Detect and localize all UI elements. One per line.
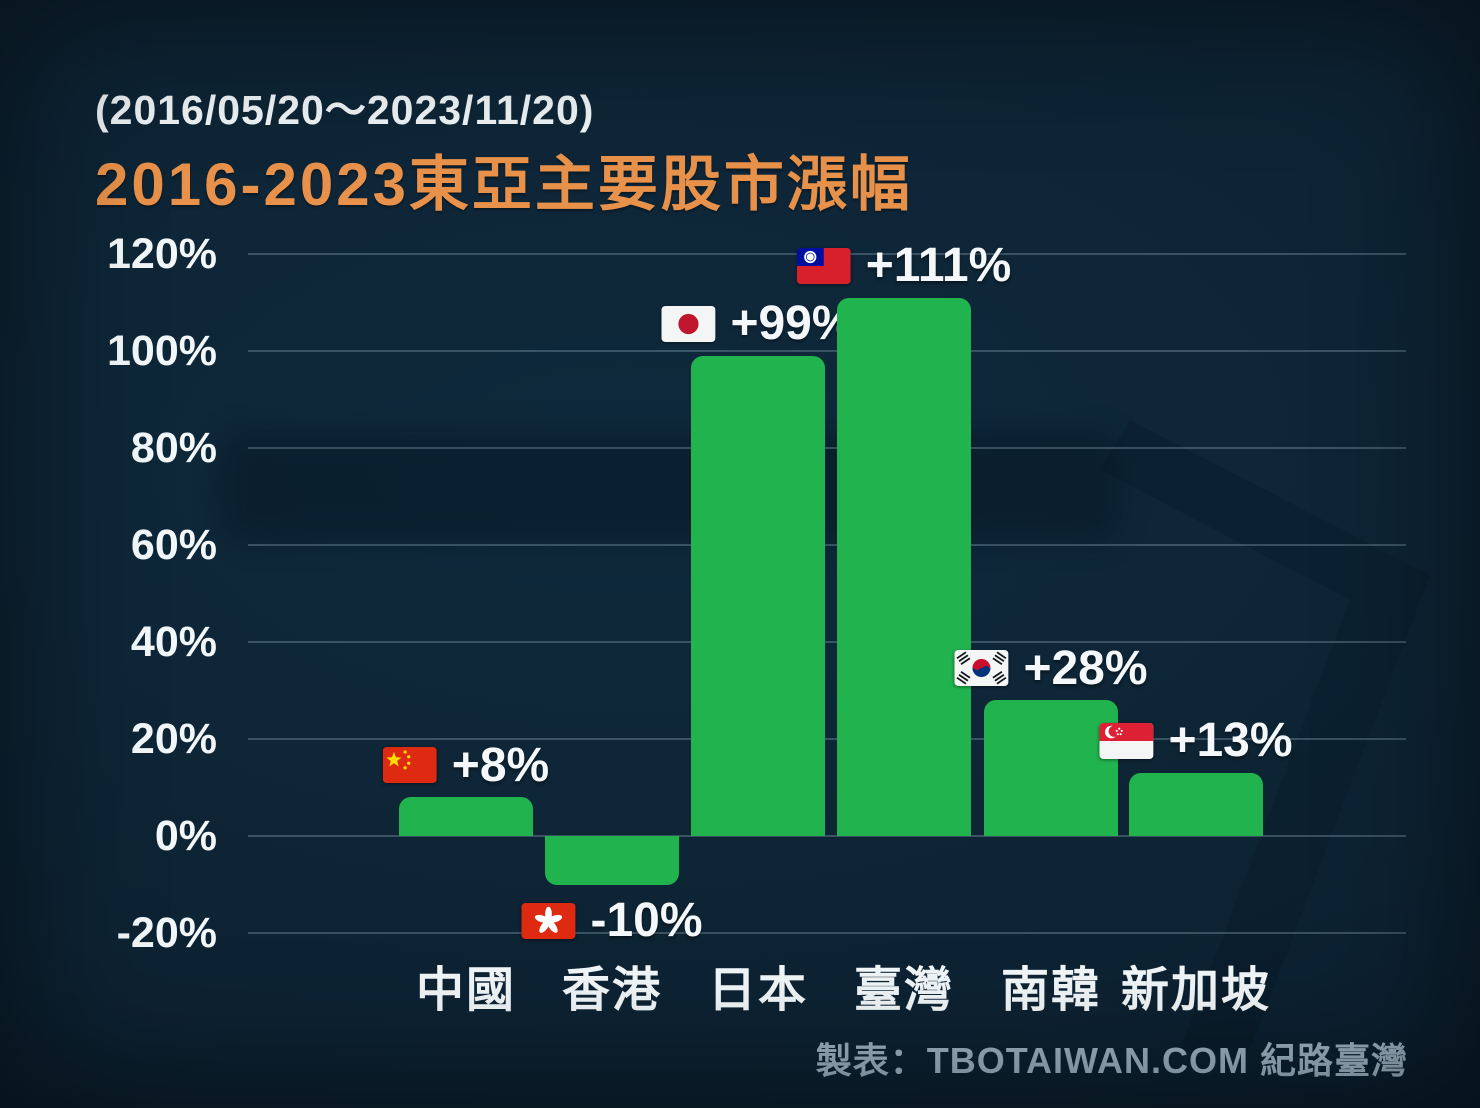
x-label-taiwan: 臺灣 <box>853 964 954 1017</box>
gridline-20% <box>248 738 1406 740</box>
bar-taiwan <box>837 297 971 836</box>
y-tick-label: 80% <box>130 424 217 472</box>
gridline--20% <box>248 932 1406 934</box>
y-tick-label: 120% <box>107 230 217 278</box>
value-label-hongkong: -10% <box>521 894 703 947</box>
value-label-southkorea: +28% <box>954 641 1148 695</box>
credit-footer: 製表：TBOTAIWAN.COM 紀路臺灣 <box>815 1040 1408 1081</box>
china-flag-icon <box>382 747 437 784</box>
value-text-singapore: +13% <box>1168 714 1293 768</box>
value-label-singapore: +13% <box>1099 714 1293 768</box>
hongkong-flag-icon <box>521 902 576 939</box>
x-label-china: 中國 <box>415 964 516 1017</box>
y-tick-label: 0% <box>154 812 217 860</box>
southkorea-flag-icon <box>954 650 1009 687</box>
date-range-subtitle: (2016/05/20～2023/11/20) <box>95 87 595 133</box>
value-label-taiwan: +111% <box>796 239 1012 293</box>
y-tick-label: -20% <box>116 909 217 957</box>
value-text-japan: +99% <box>730 297 855 351</box>
gridline-60% <box>248 544 1406 546</box>
gridline-100% <box>248 350 1406 352</box>
value-text-hongkong: -10% <box>590 894 703 947</box>
japan-flag-icon <box>661 305 716 342</box>
y-tick-label: 20% <box>130 715 217 763</box>
chart-title: 2016-2023東亞主要股市漲幅 <box>95 151 913 218</box>
gridline-0% <box>248 835 1406 837</box>
x-label-hongkong: 香港 <box>561 964 662 1017</box>
y-tick-label: 60% <box>130 521 217 569</box>
bar-hongkong <box>545 836 679 885</box>
gridline-40% <box>248 641 1406 643</box>
x-label-japan: 日本 <box>707 964 808 1017</box>
x-label-southkorea: 南韓 <box>1000 964 1101 1017</box>
y-tick-label: 40% <box>130 618 217 666</box>
gridline-80% <box>248 447 1406 449</box>
value-text-southkorea: +28% <box>1023 641 1148 695</box>
value-text-china: +8% <box>451 738 550 792</box>
bar-southkorea <box>984 700 1118 836</box>
bar-singapore <box>1129 772 1263 836</box>
value-text-taiwan: +111% <box>865 239 1012 293</box>
value-label-china: +8% <box>382 738 550 792</box>
taiwan-flag-icon <box>796 247 851 284</box>
bar-china <box>399 797 533 836</box>
value-label-japan: +99% <box>661 297 855 351</box>
x-label-singapore: 新加坡 <box>1120 964 1271 1017</box>
y-tick-label: 100% <box>107 327 217 375</box>
bar-japan <box>691 355 825 836</box>
singapore-flag-icon <box>1099 722 1154 759</box>
